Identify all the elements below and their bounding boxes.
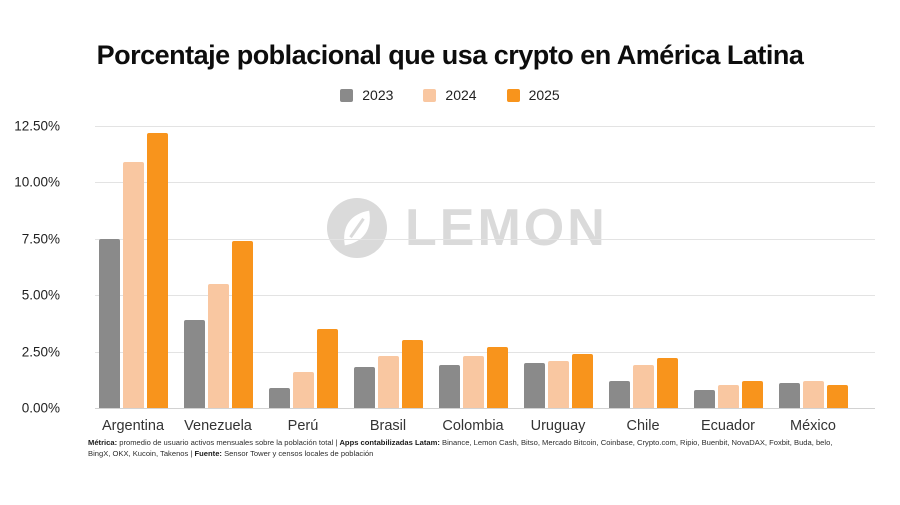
footnote-metric-label: Métrica: xyxy=(88,438,118,447)
footnote-apps-label: Apps contabilizadas Latam: xyxy=(339,438,440,447)
gridline xyxy=(95,295,875,297)
bar-2023 xyxy=(523,362,545,408)
bar-2025 xyxy=(316,329,338,408)
bar-group-perú: Perú xyxy=(265,126,341,434)
legend-label-2025: 2025 xyxy=(528,87,560,103)
y-axis-tick-label: 5.00% xyxy=(21,287,60,303)
y-axis-tick-label: 10.00% xyxy=(14,174,60,190)
legend: 2023 2024 2025 xyxy=(0,87,900,103)
x-axis-category-label: Colombia xyxy=(442,418,504,434)
bar-2025 xyxy=(231,241,253,408)
bar-group-uruguay: Uruguay xyxy=(520,126,596,434)
bar-group-venezuela: Venezuela xyxy=(180,126,256,434)
legend-item-2025: 2025 xyxy=(506,87,560,103)
bar-2023 xyxy=(693,389,715,408)
x-axis-category-label: Brasil xyxy=(369,418,407,434)
x-axis-category-label: Venezuela xyxy=(184,418,252,434)
bar-2025 xyxy=(146,132,168,408)
legend-swatch-2025 xyxy=(506,88,520,102)
bar-2024 xyxy=(122,162,144,408)
gridline xyxy=(95,351,875,353)
footnote: Métrica: promedio de usuario activos men… xyxy=(88,437,888,459)
bar-2025 xyxy=(486,347,508,408)
bar-2023 xyxy=(268,387,290,408)
y-axis-tick-label: 2.50% xyxy=(21,344,60,360)
bar-2024 xyxy=(377,356,399,408)
bar-group-méxico: México xyxy=(775,126,851,434)
x-axis-category-label: Chile xyxy=(626,418,660,434)
bar-2024 xyxy=(462,356,484,408)
bar-2023 xyxy=(98,238,120,408)
x-axis-category-label: Argentina xyxy=(101,418,165,434)
footnote-metric-text: promedio de usuario activos mensuales so… xyxy=(117,438,340,447)
chart-title: Porcentaje poblacional que usa crypto en… xyxy=(96,40,804,70)
bar-2023 xyxy=(183,320,205,408)
bar-2023 xyxy=(353,367,375,408)
gridline xyxy=(95,126,875,127)
legend-item-2024: 2024 xyxy=(423,87,477,103)
bar-2023 xyxy=(438,365,460,408)
legend-label-2023: 2023 xyxy=(362,87,394,103)
plot-area: LEMON 12.50% 10.00% 7.50% 5.00% 2.50% 0.00% A… xyxy=(14,119,875,434)
bar-2024 xyxy=(717,385,739,408)
bar-2023 xyxy=(608,380,630,408)
bar-2025 xyxy=(741,380,763,408)
bar-2024 xyxy=(802,380,824,408)
legend-swatch-2023 xyxy=(340,88,354,102)
bar-group-brasil: Brasil xyxy=(350,126,426,434)
gridline xyxy=(95,408,875,409)
bar-group-colombia: Colombia xyxy=(435,126,511,434)
bar-chart: Argentina Venezuela Perú Brasil Colombia Urug… xyxy=(95,126,875,434)
y-axis-tick-label: 7.50% xyxy=(21,231,60,247)
x-axis-category-label: Uruguay xyxy=(530,418,586,434)
bar-group-argentina: Argentina xyxy=(95,126,171,434)
legend-label-2024: 2024 xyxy=(445,87,477,103)
bar-2023 xyxy=(778,383,800,408)
y-axis-tick-label: 12.50% xyxy=(14,118,60,134)
bar-2024 xyxy=(207,283,229,408)
legend-item-2023: 2023 xyxy=(340,87,393,103)
footnote-source-text: Sensor Tower y censos locales de poblaci… xyxy=(221,449,374,458)
x-axis-category-label: Perú xyxy=(287,418,319,434)
legend-swatch-2024 xyxy=(423,88,437,102)
bar-group-ecuador: Ecuador xyxy=(690,126,766,434)
bar-2024 xyxy=(547,360,569,408)
footnote-line2-text: BingX, OKX, Kucoin, Takenos | xyxy=(88,449,195,458)
x-axis-category-label: Ecuador xyxy=(700,418,756,434)
bar-2025 xyxy=(656,358,678,408)
footnote-source-label: Fuente: xyxy=(194,449,222,458)
gridline xyxy=(95,238,875,240)
bar-2024 xyxy=(632,365,654,408)
bar-2025 xyxy=(571,353,593,408)
y-axis-tick-label: 0.00% xyxy=(21,400,60,416)
bar-2025 xyxy=(401,340,423,408)
bar-2025 xyxy=(826,385,848,408)
gridline xyxy=(95,182,875,184)
x-axis-category-label: México xyxy=(790,418,836,434)
bar-2024 xyxy=(292,371,314,408)
bar-group-chile: Chile xyxy=(605,126,681,434)
footnote-apps-text: Binance, Lemon Cash, Bitso, Mercado Bitc… xyxy=(439,438,833,447)
